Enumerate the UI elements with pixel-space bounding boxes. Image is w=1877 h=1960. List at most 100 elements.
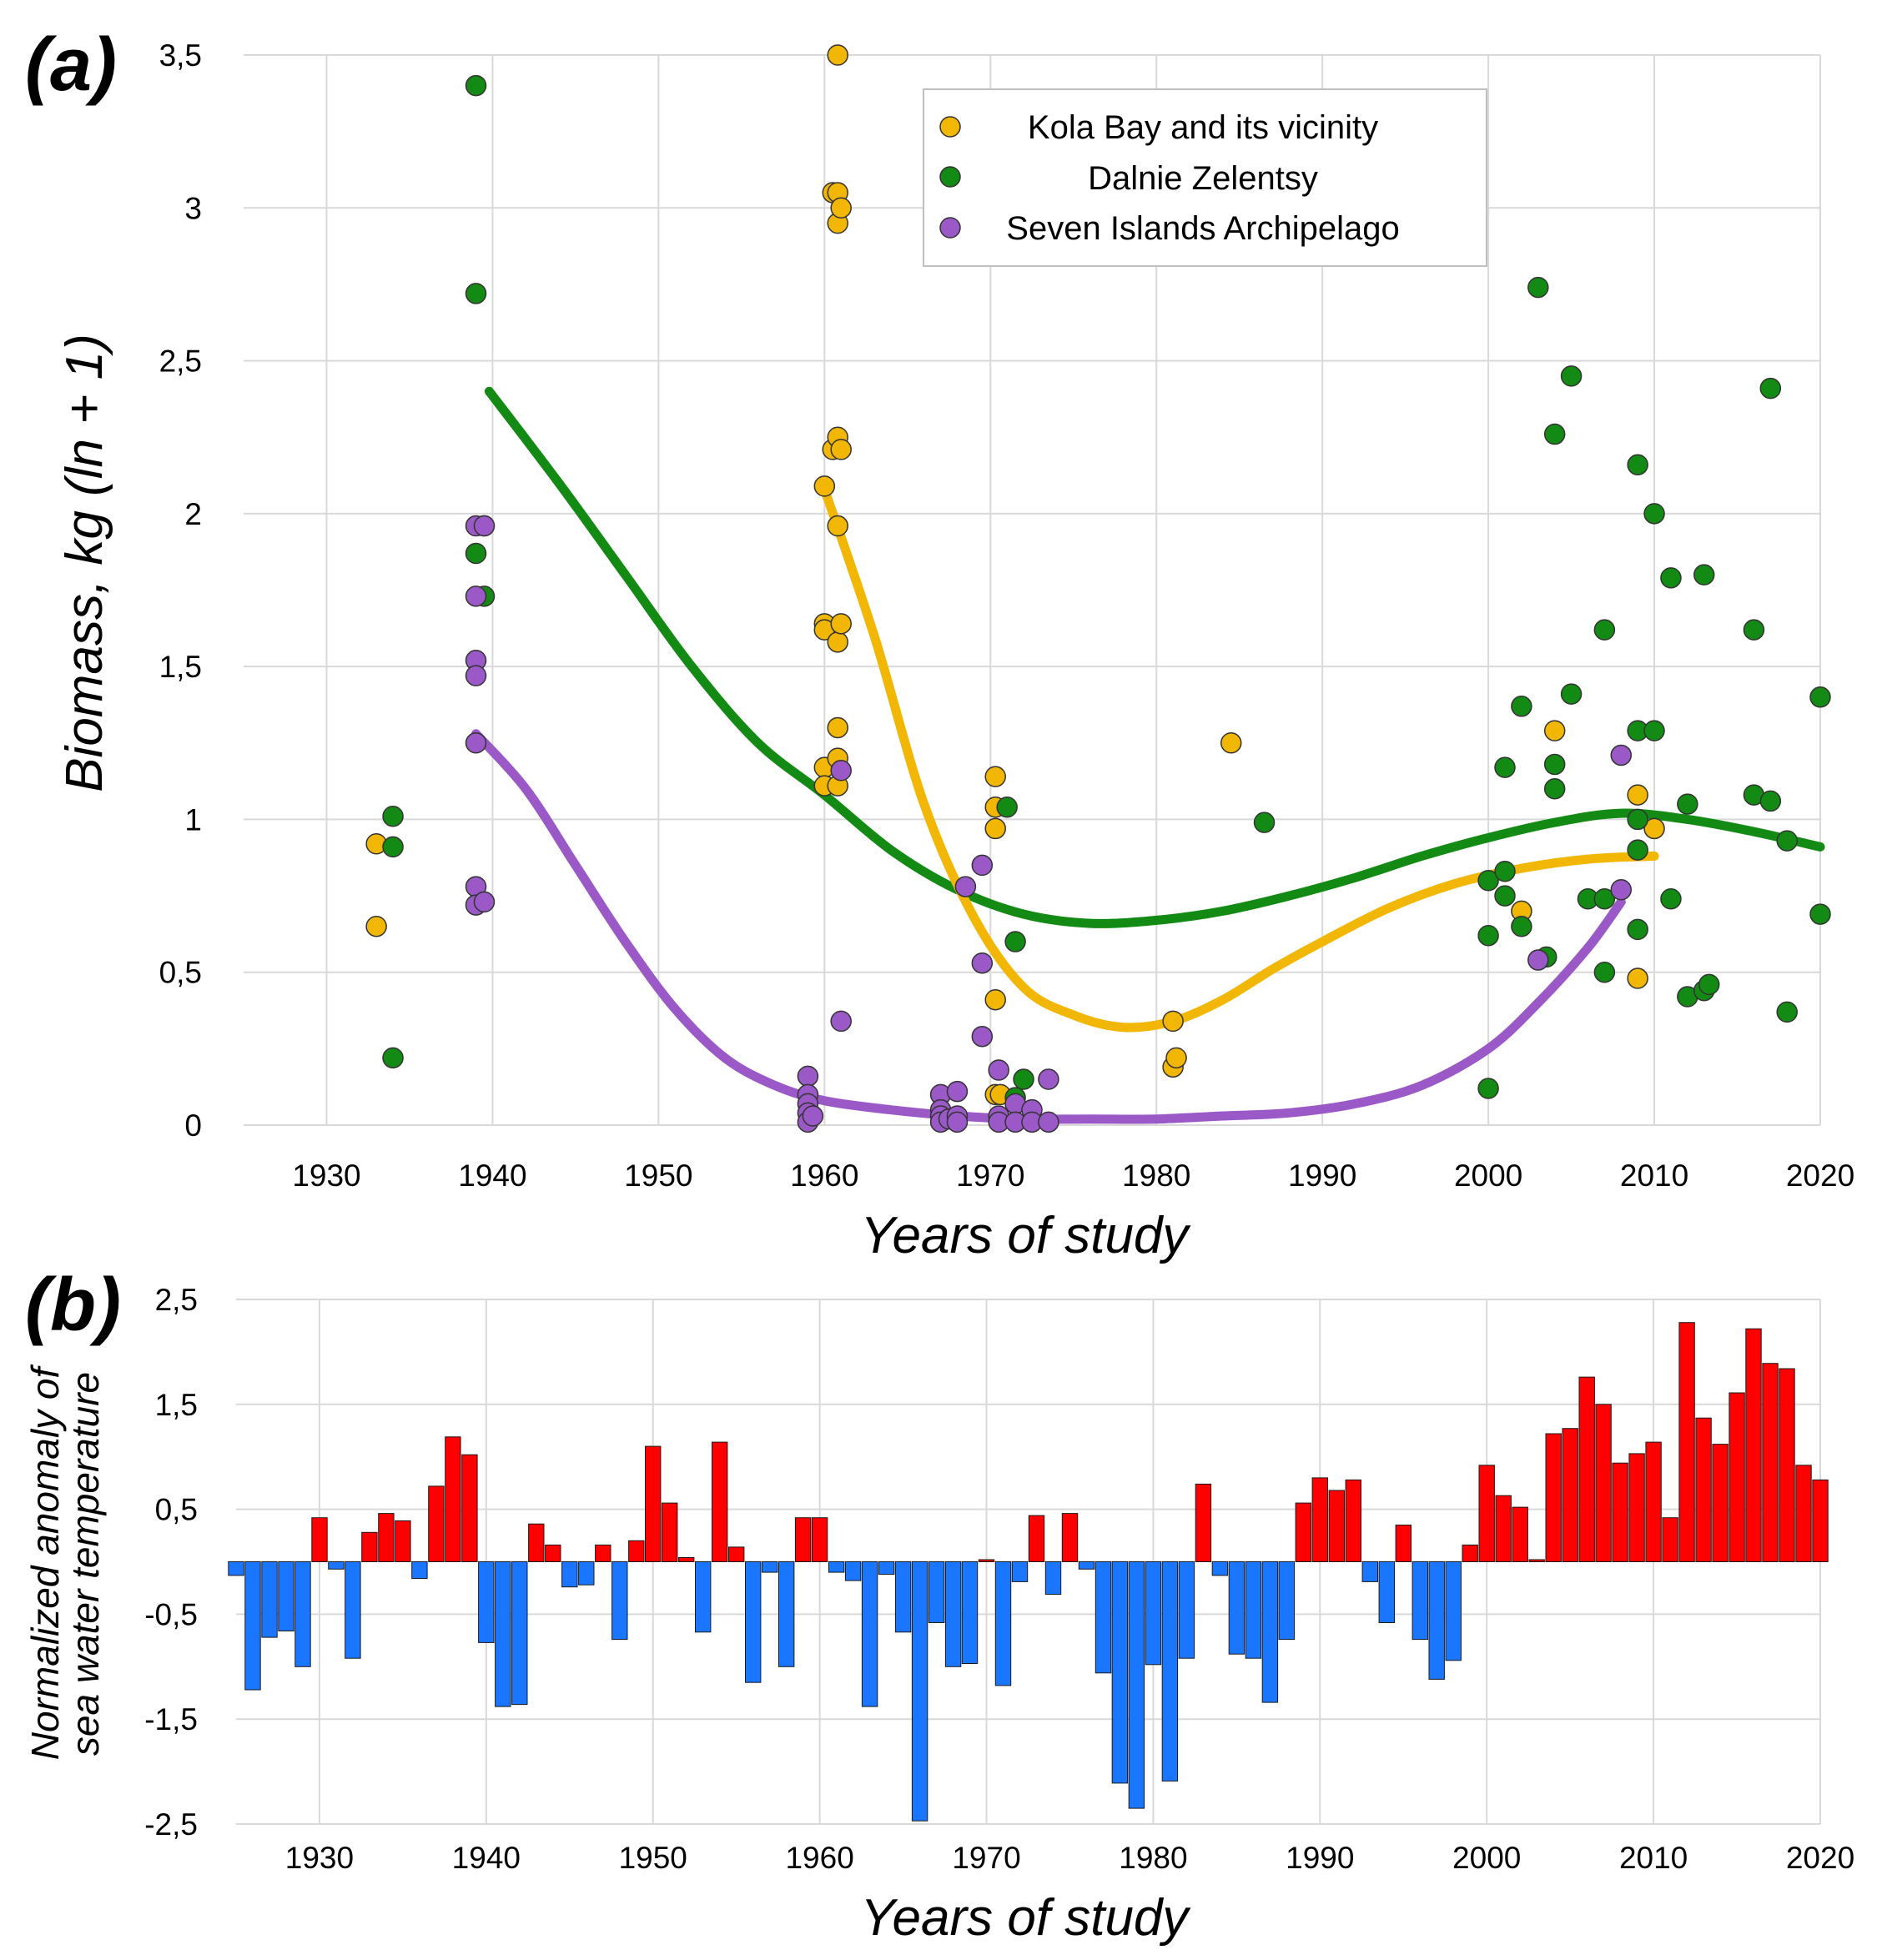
- data-point-kola: [830, 439, 852, 460]
- data-point-dalnie: [382, 1047, 404, 1069]
- data-point-kola: [1220, 732, 1242, 754]
- panel-b-x-tick-label: 1950: [619, 1841, 687, 1875]
- data-point-dalnie: [1698, 973, 1720, 996]
- anomaly-bar-1997: [1428, 1561, 1445, 1680]
- panel-b-y-tick-label: -0,5: [144, 1597, 198, 1631]
- anomaly-bar-1949: [628, 1540, 645, 1563]
- panel-a-y-tick-label: 3: [184, 191, 202, 225]
- anomaly-bar-1992: [1345, 1479, 1361, 1563]
- anomaly-bar-2003: [1528, 1559, 1545, 1562]
- panel-b-y-axis-label-line-1: Normalized anomaly of: [23, 1364, 67, 1761]
- anomaly-bar-1996: [1412, 1561, 1428, 1641]
- anomaly-bar-1957: [762, 1561, 778, 1573]
- data-point-kola: [365, 915, 387, 937]
- data-point-dalnie: [465, 283, 487, 304]
- data-point-kola: [1162, 1010, 1184, 1033]
- data-point-seven: [830, 760, 852, 781]
- anomaly-bar-1973: [1028, 1515, 1045, 1562]
- data-point-kola: [830, 613, 852, 635]
- anomaly-bar-2020: [1812, 1479, 1829, 1563]
- panel-b-x-tick-label: 2010: [1619, 1841, 1688, 1875]
- anomaly-bar-1926: [244, 1561, 261, 1691]
- panel-b-label: (b): [25, 1264, 121, 1347]
- panel-b-y-tick-label: -2,5: [144, 1807, 198, 1842]
- anomaly-bar-1988: [1278, 1561, 1295, 1641]
- panel-b-x-ticks: 1930 1940 1950 1960 1970 1980 1990 2000 2010 2020: [285, 1841, 1854, 1875]
- legend-box: [923, 88, 1487, 267]
- data-point-dalnie: [382, 836, 404, 858]
- data-point-seven: [1527, 949, 1549, 971]
- anomaly-bar-1967: [928, 1561, 945, 1623]
- anomaly-bar-1966: [911, 1561, 928, 1822]
- anomaly-bar-1977: [1094, 1561, 1112, 1674]
- anomaly-bar-1978: [1111, 1561, 1129, 1784]
- anomaly-bar-2013: [1695, 1417, 1712, 1562]
- data-point-dalnie: [1477, 869, 1499, 892]
- data-point-seven: [830, 1010, 852, 1033]
- anomaly-bar-1976: [1078, 1561, 1095, 1570]
- anomaly-bar-1942: [511, 1561, 528, 1706]
- anomaly-bar-2011: [1662, 1517, 1678, 1562]
- anomaly-bar-1986: [1245, 1561, 1262, 1659]
- anomaly-bar-2008: [1612, 1462, 1628, 1562]
- panel-b-y-tick-label: 1,5: [155, 1388, 198, 1422]
- data-point-seven: [797, 1065, 819, 1088]
- data-point-dalnie: [1593, 961, 1616, 983]
- data-point-kola: [984, 766, 1006, 787]
- data-point-kola: [827, 631, 848, 653]
- data-point-kola: [830, 197, 852, 219]
- panel-b-y-ticks: 2,5 1,5 0,5 -0,5 -1,5 -2,5: [144, 1283, 198, 1842]
- anomaly-bar-1930: [311, 1517, 328, 1562]
- data-point-dalnie: [1776, 830, 1798, 852]
- data-point-dalnie: [1743, 619, 1765, 641]
- anomaly-bar-1958: [778, 1561, 795, 1667]
- data-point-dalnie: [1560, 683, 1583, 705]
- panel-a-y-ticks: 0 0,5 1 1,5 2 2,5 3 3,5: [159, 38, 202, 1143]
- data-point-seven: [465, 732, 487, 754]
- data-point-seven: [1610, 878, 1633, 901]
- data-point-dalnie: [1527, 276, 1549, 299]
- anomaly-bar-1940: [478, 1561, 495, 1643]
- data-point-seven: [465, 585, 487, 607]
- data-point-kola: [984, 988, 1006, 1011]
- data-point-dalnie: [1593, 619, 1616, 641]
- data-point-seven: [465, 665, 487, 686]
- anomaly-bar-1993: [1361, 1561, 1378, 1582]
- anomaly-bar-2009: [1628, 1453, 1645, 1563]
- anomaly-bar-2002: [1512, 1506, 1528, 1562]
- panel-b-y-tick-label: 0,5: [155, 1493, 198, 1527]
- anomaly-bar-1951: [662, 1502, 678, 1562]
- anomaly-bar-2005: [1562, 1428, 1578, 1562]
- anomaly-bar-1984: [1211, 1561, 1229, 1576]
- panel-a-y-axis-label: Biomass, kg (ln + 1): [56, 334, 113, 792]
- trend-line-kola: [819, 485, 1659, 1033]
- anomaly-bar-1931: [328, 1561, 345, 1570]
- panel-b-x-tick-label: 1980: [1119, 1841, 1187, 1875]
- data-point-seven: [1038, 1111, 1059, 1133]
- data-point-dalnie: [465, 74, 487, 97]
- data-point-kola: [813, 475, 836, 497]
- anomaly-bar-1932: [345, 1561, 361, 1659]
- anomaly-bar-1990: [1311, 1477, 1328, 1563]
- anomaly-bar-1981: [1161, 1561, 1179, 1782]
- panel-a-label: (a): [25, 23, 117, 107]
- panel-b-x-axis-label: Years of study: [861, 1889, 1192, 1947]
- anomaly-bar-1979: [1128, 1561, 1145, 1809]
- data-point-dalnie: [1660, 887, 1682, 910]
- panel-a-y-tick-label: 1,5: [159, 650, 202, 684]
- data-point-seven: [473, 515, 496, 537]
- data-point-dalnie: [1759, 377, 1782, 400]
- data-point-dalnie: [1759, 790, 1782, 812]
- data-point-kola: [827, 44, 848, 66]
- anomaly-bar-1939: [461, 1454, 478, 1562]
- anomaly-bar-1950: [645, 1445, 662, 1562]
- data-point-dalnie: [1776, 1001, 1798, 1023]
- trend-line-seven: [471, 729, 1626, 1124]
- legend-marker-dalnie: [939, 166, 961, 188]
- anomaly-bar-1933: [361, 1531, 378, 1563]
- panel-a-x-tick-label: 2000: [1454, 1158, 1522, 1193]
- panel-b-y-tick-label: 2,5: [155, 1283, 198, 1317]
- data-point-dalnie: [1627, 808, 1648, 831]
- panel-a-x-tick-label: 2020: [1786, 1158, 1854, 1193]
- data-point-seven: [971, 1025, 994, 1048]
